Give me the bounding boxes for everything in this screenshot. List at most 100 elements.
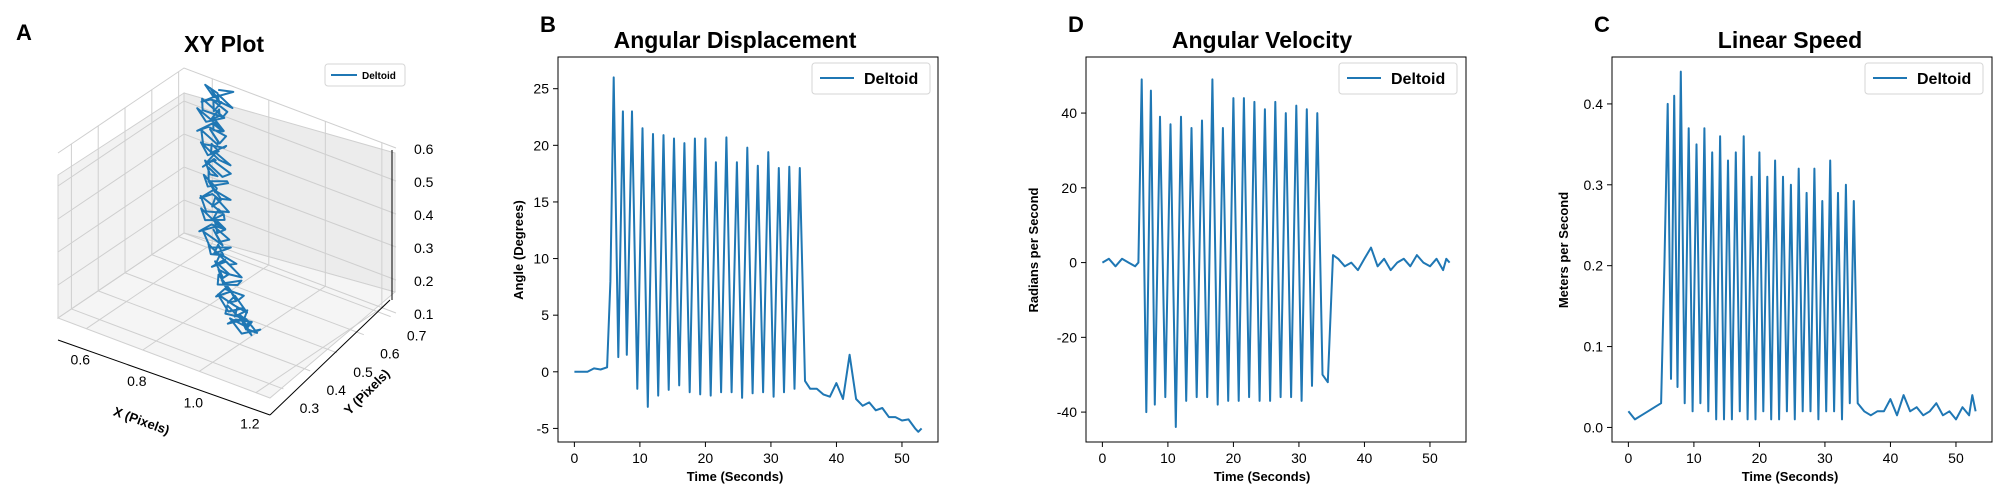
panel-a-ytick-label: 0.3 — [300, 400, 320, 416]
panel-c-xtick-label: 40 — [1883, 450, 1899, 466]
panel-c-ytick-label: 0.1 — [1584, 339, 1604, 355]
panel-a-ztick-label: 0.2 — [414, 273, 434, 289]
panel-c-plot-frame — [1611, 56, 1993, 443]
panel-c-ytick-label: 0.0 — [1584, 419, 1604, 435]
panel-b-ytick-label: 5 — [541, 307, 549, 323]
panel-b-legend: Deltoid — [811, 62, 931, 95]
panel-b-legend-label: Deltoid — [864, 71, 918, 88]
panel-c-ytick-label: 0.3 — [1584, 177, 1604, 193]
panel-letter-b: B — [540, 12, 556, 37]
panel-a-xtick-label: 1.2 — [240, 416, 260, 432]
panel-b-ytick-label: 20 — [533, 137, 549, 153]
panel-a-xtick-label: 0.8 — [127, 373, 147, 389]
panel-b-xtick-label: 0 — [570, 450, 578, 466]
panel-c-xlabel: Time (Seconds) — [1742, 469, 1839, 484]
panel-c-series-line-deltoid — [1627, 70, 1977, 421]
panel-b-xtick-label: 50 — [894, 450, 910, 466]
panel-a-ztick-label: 0.4 — [414, 207, 434, 223]
panel-c-xtick-label: 30 — [1817, 450, 1833, 466]
panel-letter-a: A — [16, 20, 32, 45]
panel-d-ytick-label: -20 — [1057, 329, 1077, 345]
panel-a-gridline — [57, 166, 397, 253]
panel-a-ytick-label: 0.5 — [353, 364, 373, 380]
panel-d-series-line-deltoid — [1101, 78, 1451, 428]
panel-b-title: Angular Displacement — [614, 27, 857, 53]
panel-a-gridline — [199, 285, 326, 372]
panel-a-x-axis-line — [57, 339, 271, 416]
panel-d-xlabel: Time (Seconds) — [1214, 469, 1311, 484]
panel-letter-d: D — [1068, 12, 1084, 37]
panel-a-gridline — [71, 308, 284, 390]
panel-d-legend: Deltoid — [1338, 62, 1458, 95]
panel-a-gridline — [57, 199, 397, 286]
panel-c-title: Linear Speed — [1718, 27, 1862, 53]
panel-b-legend-box — [811, 62, 931, 95]
panel-c-legend-label: Deltoid — [1917, 71, 1971, 88]
panel-b-plot-frame — [557, 56, 939, 443]
panel-d-xtick-label: 40 — [1357, 450, 1373, 466]
panel-a-ztick-label: 0.6 — [414, 141, 434, 157]
panel-a-ytick-label: 0.6 — [380, 346, 400, 362]
panel-a-gridline — [124, 272, 338, 354]
panel-d-xtick-label: 0 — [1098, 450, 1106, 466]
panel-b-ylabel: Angle (Degrees) — [511, 200, 526, 300]
panel-c-ylabel: Meters per Second — [1556, 192, 1571, 308]
panel-d-ylabel: Radians per Second — [1026, 187, 1041, 312]
panel-c-ytick-label: 0.2 — [1584, 258, 1604, 274]
panel-d-ytick-label: -40 — [1057, 404, 1077, 420]
panel-a-legend-label: Deltoid — [362, 71, 396, 82]
panel-d-ytick-label: 40 — [1061, 105, 1077, 121]
panel-d-ticks: 0 10 20 30 40 50 -40 -20 0 20 40 — [1057, 105, 1438, 466]
panel-c-legend: Deltoid — [1864, 62, 1984, 95]
panel-a-gridline — [57, 100, 397, 187]
panel-a-grid — [57, 67, 397, 394]
panel-b-xtick-label: 40 — [829, 450, 845, 466]
panel-b-ytick-label: 25 — [533, 81, 549, 97]
panel-c-ytick-label: 0.4 — [1584, 96, 1604, 112]
panel-d-ytick-label: 20 — [1061, 180, 1077, 196]
panel-a-gridline — [98, 290, 311, 372]
panel-a-gridline — [57, 232, 397, 319]
panel-d-xtick-label: 10 — [1160, 450, 1176, 466]
panel-c-xtick-label: 20 — [1752, 450, 1768, 466]
panel-c-legend-box — [1864, 62, 1984, 95]
panel-b-ytick-label: 10 — [533, 251, 549, 267]
panel-a-xtick-label: 0.6 — [71, 352, 91, 368]
panel-d-legend-box — [1338, 62, 1458, 95]
panel-b-xtick-label: 30 — [763, 450, 779, 466]
panel-d-xtick-label: 20 — [1226, 450, 1242, 466]
panel-a-legend-box — [324, 63, 406, 87]
panel-b-ytick-label: -5 — [537, 420, 550, 436]
panel-a-gridline — [85, 243, 213, 330]
panel-a-ztick-label: 0.3 — [414, 240, 434, 256]
panel-a-ytick-label: 0.7 — [407, 328, 427, 344]
panel-letter-c: C — [1594, 12, 1610, 37]
panel-a-gridline — [142, 264, 270, 351]
panel-b-xtick-label: 10 — [632, 450, 648, 466]
panel-a-legend: Deltoid — [324, 63, 406, 87]
panel-b-xtick-label: 20 — [698, 450, 714, 466]
panel-a-gridline — [151, 254, 365, 336]
panel-d-title: Angular Velocity — [1172, 27, 1352, 53]
panel-d-xtick-label: 30 — [1291, 450, 1307, 466]
panel-d-legend-label: Deltoid — [1391, 71, 1445, 88]
panel-a-gridline — [57, 67, 397, 154]
panel-b-ticks: 0 10 20 30 40 50 -5 0 5 10 15 20 25 — [533, 81, 910, 466]
panel-a-ytick-label: 0.4 — [326, 382, 346, 398]
panel-a-ztick-label: 0.5 — [414, 174, 434, 190]
panel-a-ztick-label: 0.1 — [414, 306, 434, 322]
panel-c: C Linear Speed Meters per Second Time (S… — [1556, 12, 1993, 484]
panel-a-xtick-label: 1.0 — [184, 394, 204, 410]
panel-b: B Angular Displacement Angle (Degrees) T… — [511, 12, 939, 484]
panel-c-xtick-label: 50 — [1948, 450, 1964, 466]
panel-a-y-axis-line — [269, 299, 391, 416]
panel-a-ticks: 0.6 0.8 1.0 1.2 0.3 0.4 0.5 0.6 0.7 0.1 0.2 0.3 0.4 0… — [71, 141, 434, 432]
panel-c-ticks: 0 10 20 30 40 50 0.0 0.1 0.2 0.3 0.4 — [1584, 96, 1964, 466]
panel-d-plot-frame — [1085, 56, 1467, 443]
panel-a-gridline — [255, 307, 383, 394]
panel-a: A XY Plot 0.6 0.8 1.0 1.2 0.3 0.4 0.5 0.6 0.7 0.1… — [16, 20, 434, 438]
panel-b-ytick-label: 15 — [533, 194, 549, 210]
panel-a-gridline — [57, 133, 397, 220]
panel-d-ytick-label: 0 — [1069, 255, 1077, 271]
